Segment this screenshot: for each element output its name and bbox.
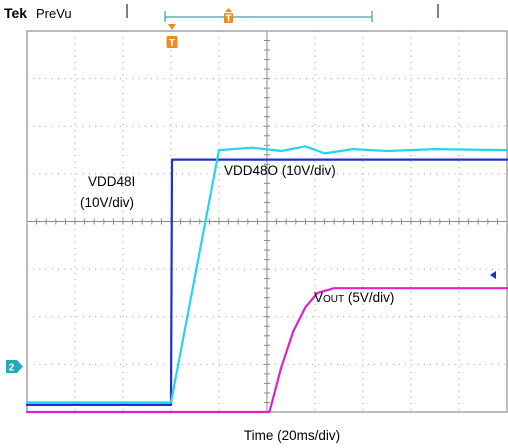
waveform-traces [25, 145, 508, 414]
trigger-marker-label: T [169, 38, 175, 49]
annotation-vdd48i-line2: (10V/div) [80, 195, 134, 210]
x-axis-label: Time (20ms/div) [244, 428, 340, 443]
record-trigger-marker[interactable]: T [224, 8, 233, 25]
record-position-bar[interactable]: T [164, 8, 373, 25]
annotation-vout-suffix: (5V/div) [344, 290, 394, 305]
annotation-vout-prefix: V [314, 290, 323, 305]
trace-vdd48i [25, 158, 508, 406]
trace-vout [25, 287, 508, 414]
graticule [26, 30, 508, 413]
trace-vdd48o [25, 145, 508, 404]
annotation-vdd48i: VDD48I (10V/div) [80, 174, 135, 210]
annotation-vdd48o: VDD48O (10V/div) [224, 163, 336, 178]
acquisition-mode-label: PreVu [36, 6, 72, 21]
channel-marker-label: 2 [9, 363, 15, 374]
brand-label: Tek [4, 5, 27, 21]
trigger-position-marker[interactable]: T [166, 24, 178, 49]
offset-indicator-icon [490, 271, 496, 279]
annotation-vout-subscript: OUT [323, 294, 344, 305]
annotation-vdd48i-line1: VDD48I [88, 174, 135, 189]
record-trigger-label: T [225, 14, 231, 25]
annotation-vout: VOUT (5V/div) [314, 290, 394, 305]
channel-2-ground-marker[interactable]: 2 [6, 360, 23, 374]
